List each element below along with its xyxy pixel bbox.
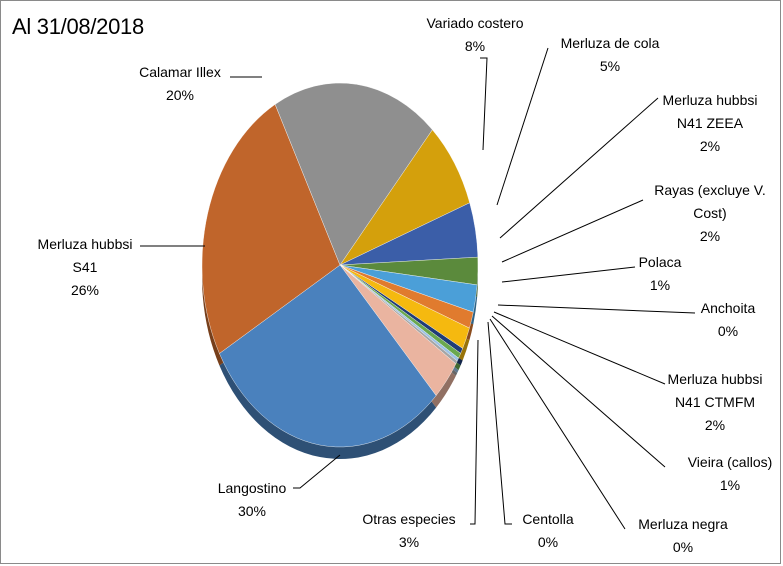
slice-percent-merluza-hubbsi-n41-zeea: 2% <box>700 138 720 154</box>
slice-label-rayas-excluye-v-cost-line-2: Cost) <box>693 205 726 221</box>
slice-label-polaca-line-1: Polaca <box>639 254 682 270</box>
slice-percent-otras-especies: 3% <box>399 534 419 550</box>
slice-percent-centolla: 0% <box>538 534 558 550</box>
slice-label-merluza-hubbsi-s41-line-2: S41 <box>73 259 98 275</box>
slice-percent-merluza-negra: 0% <box>673 539 693 555</box>
chart-title: Al 31/08/2018 <box>12 14 144 39</box>
slice-label-vieira-callos-line-1: Vieira (callos) <box>688 454 773 470</box>
pie-slice-merluza-hubbsi-s41 <box>201 104 341 354</box>
slice-label-merluza-hubbsi-n41-zeea-line-1: Merluza hubbsi <box>663 92 758 108</box>
leader-line-vieira-callos <box>491 315 666 468</box>
slice-percent-merluza-hubbsi-n41-ctmfm: 2% <box>705 417 725 433</box>
slice-label-merluza-hubbsi-n41-ctmfm-line-2: N41 CTMFM <box>675 394 755 410</box>
slice-label-merluza-negra-line-1: Merluza negra <box>638 516 728 532</box>
slice-label-calamar-illex-line-1: Calamar Illex <box>139 64 221 80</box>
pie-slice-langostino <box>219 264 437 448</box>
slice-percent-anchoita: 0% <box>718 323 738 339</box>
slice-labels: Variado costero 8% Merluza de cola 5% Merluz… <box>38 15 773 555</box>
slice-label-variado-costero-line-1: Variado costero <box>426 15 523 31</box>
slice-label-anchoita-line-1: Anchoita <box>701 300 756 316</box>
slice-label-merluza-de-cola-line-1: Merluza de cola <box>561 35 660 51</box>
leader-line-variado-costero <box>480 57 488 151</box>
slice-percent-calamar-illex: 20% <box>166 87 194 103</box>
leader-line-merluza-negra <box>489 318 626 530</box>
slice-percent-merluza-de-cola: 5% <box>600 58 620 74</box>
slice-percent-variado-costero: 8% <box>465 38 485 54</box>
leader-line-merluza-hubbsi-n41-ctmfm <box>493 311 666 385</box>
slice-percent-merluza-hubbsi-s41: 26% <box>71 282 99 298</box>
slice-percent-rayas-excluye-v-cost: 2% <box>700 228 720 244</box>
leader-line-merluza-de-cola <box>496 47 549 206</box>
slice-label-merluza-hubbsi-n41-ctmfm-line-1: Merluza hubbsi <box>668 371 763 387</box>
slice-percent-polaca: 1% <box>650 277 670 293</box>
slice-label-merluza-hubbsi-n41-zeea-line-2: N41 ZEEA <box>677 115 744 131</box>
leader-line-polaca <box>501 266 636 283</box>
leader-line-langostino <box>293 454 341 489</box>
pie-slices <box>201 82 479 448</box>
slice-label-otras-especies-line-1: Otras especies <box>362 511 455 527</box>
slice-label-rayas-excluye-v-cost-line-1: Rayas (excluye V. <box>654 182 766 198</box>
pie-slice-calamar-illex <box>274 82 433 266</box>
slice-label-merluza-hubbsi-s41-line-1: Merluza hubbsi <box>38 236 133 252</box>
slice-label-centolla-line-1: Centolla <box>522 511 574 527</box>
leader-line-rayas-excluye-v-cost <box>501 199 644 263</box>
slice-label-langostino-line-1: Langostino <box>218 480 287 496</box>
slice-percent-langostino: 30% <box>238 503 266 519</box>
slice-percent-vieira-callos: 1% <box>720 477 740 493</box>
leader-line-merluza-hubbsi-n41-zeea <box>499 97 659 239</box>
leader-line-otras-especies <box>470 339 479 525</box>
leader-lines <box>140 47 696 530</box>
leader-line-centolla <box>487 321 512 525</box>
leader-line-anchoita <box>497 304 696 314</box>
